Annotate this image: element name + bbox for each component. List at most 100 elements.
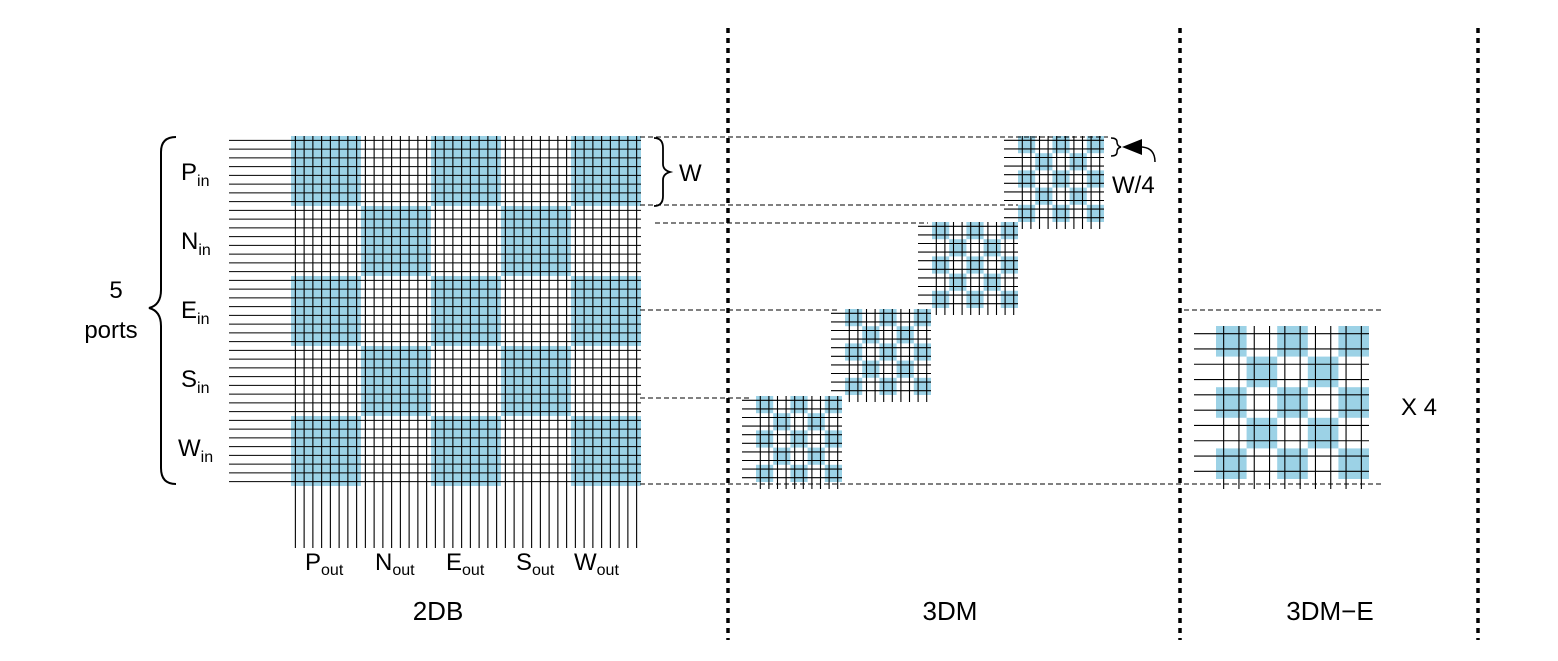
crosspoint-block-shaded <box>1018 204 1036 222</box>
quarter-width-label: W/4 <box>1112 172 1155 199</box>
crosspoint-block-shaded <box>824 396 842 414</box>
crosspoint-block-shaded <box>1035 187 1053 205</box>
crossbar-3dm-block-2 <box>831 309 931 402</box>
crosspoint-block-shaded <box>291 136 361 206</box>
crosspoint-block-shaded <box>1000 256 1018 274</box>
section-separators <box>726 28 1480 640</box>
crosspoint-block-shaded <box>845 377 863 395</box>
output-label-n: Nout <box>375 549 415 579</box>
crosspoint-block-shaded <box>431 276 501 346</box>
input-label-n: Nin <box>181 228 211 259</box>
crosspoint-block-shaded <box>879 377 897 395</box>
crosspoint-block-shaded <box>431 416 501 486</box>
crosspoint-block-shaded <box>1246 417 1278 449</box>
crosspoint-block-shaded <box>824 464 842 482</box>
crosspoint-block-shaded <box>879 309 897 327</box>
crosspoint-block-shaded <box>571 276 641 346</box>
crosspoint-block-shaded <box>1338 387 1369 418</box>
width-brace <box>653 137 674 207</box>
crosspoint-block-shaded <box>1307 356 1339 388</box>
ports-count-label: 5 <box>109 277 122 304</box>
quarter-width-bracket <box>1110 137 1122 157</box>
crosspoint-block-shaded <box>1086 136 1104 154</box>
crosspoint-block-shaded <box>1216 448 1247 479</box>
crosspoint-block-shaded <box>790 464 808 482</box>
crosspoint-block-shaded <box>1338 326 1369 357</box>
crosspoint-block-shaded <box>1277 448 1308 479</box>
crosspoint-block-shaded <box>1000 290 1018 308</box>
input-label-e: Ein <box>181 297 209 328</box>
crossbar-3dm-block-4 <box>1004 136 1104 229</box>
crosspoint-block-shaded <box>1216 387 1247 418</box>
crosspoint-block-shaded <box>1086 170 1104 188</box>
crosspoint-block-shaded <box>913 309 931 327</box>
crosspoint-block-shaded <box>431 136 501 206</box>
crosspoint-block-shaded <box>790 430 808 448</box>
crosspoint-block-shaded <box>966 290 984 308</box>
crosspoint-block-shaded <box>1035 153 1053 171</box>
crosspoint-block-shaded <box>807 413 825 431</box>
crosspoint-block-shaded <box>845 309 863 327</box>
crosspoint-block-shaded <box>1086 204 1104 222</box>
ports-word-label: ports <box>84 317 137 344</box>
quarter-width-arrowhead <box>1122 139 1142 155</box>
crosspoint-block-shaded <box>1069 153 1087 171</box>
crosspoint-block-shaded <box>1000 222 1018 240</box>
crosspoint-block-shaded <box>790 396 808 414</box>
crosspoint-block-shaded <box>983 239 1001 257</box>
crosspoint-block-shaded <box>571 136 641 206</box>
output-label-s: Sout <box>516 549 555 579</box>
crosspoint-block-shaded <box>932 256 950 274</box>
crosspoint-block-shaded <box>879 343 897 361</box>
multiplier-label: X 4 <box>1401 394 1437 421</box>
quarter-width-arrow <box>1141 146 1156 163</box>
crosspoint-block-shaded <box>756 430 774 448</box>
crosspoint-block-shaded <box>1018 136 1036 154</box>
crosspoint-block-shaded <box>291 276 361 346</box>
crosspoint-block-shaded <box>1052 170 1070 188</box>
output-label-w: Wout <box>574 549 619 579</box>
output-label-e: Eout <box>446 549 485 579</box>
crosspoint-block-shaded <box>1338 448 1369 479</box>
crossbar-3dm-block-3 <box>918 222 1018 315</box>
crosspoint-block-shaded <box>1052 136 1070 154</box>
crosspoint-block-shaded <box>949 239 967 257</box>
crosspoint-block-shaded <box>756 464 774 482</box>
crosspoint-block-shaded <box>1052 204 1070 222</box>
crosspoint-block-shaded <box>361 346 431 416</box>
crosspoint-block-shaded <box>896 326 914 344</box>
title-2db: 2DB <box>413 596 464 626</box>
title-3dm-e: 3DM−E <box>1286 596 1373 626</box>
crosspoint-block-shaded <box>1216 326 1247 357</box>
crosspoint-block-shaded <box>1069 187 1087 205</box>
crosspoint-block-shaded <box>756 396 774 414</box>
crosspoint-block-shaded <box>501 206 571 276</box>
dashed-guide-lines <box>640 136 1382 485</box>
crosspoint-block-shaded <box>845 343 863 361</box>
crosspoint-block-shaded <box>862 360 880 378</box>
crosspoint-block-shaded <box>932 222 950 240</box>
crosspoint-block-shaded <box>807 447 825 465</box>
crosspoint-block-shaded <box>571 416 641 486</box>
crosspoint-block-shaded <box>1277 326 1308 357</box>
crosspoint-block-shaded <box>501 346 571 416</box>
crosspoint-block-shaded <box>949 273 967 291</box>
crossbar-2db-grid <box>229 136 641 548</box>
crosspoint-block-shaded <box>913 377 931 395</box>
input-label-p: Pin <box>181 159 209 190</box>
output-label-p: Pout <box>305 549 344 579</box>
crossbar-3dme-block <box>1194 326 1369 489</box>
title-3dm: 3DM <box>923 596 978 626</box>
input-label-s: Sin <box>181 366 209 397</box>
crosspoint-block-shaded <box>773 413 791 431</box>
ports-brace <box>148 136 177 485</box>
input-label-w: Win <box>178 435 213 466</box>
crosspoint-block-shaded <box>966 256 984 274</box>
crosspoint-block-shaded <box>824 430 842 448</box>
crosspoint-block-shaded <box>913 343 931 361</box>
crosspoint-block-shaded <box>983 273 1001 291</box>
crosspoint-block-shaded <box>361 206 431 276</box>
crosspoint-block-shaded <box>773 447 791 465</box>
crosspoint-block-shaded <box>1277 387 1308 418</box>
